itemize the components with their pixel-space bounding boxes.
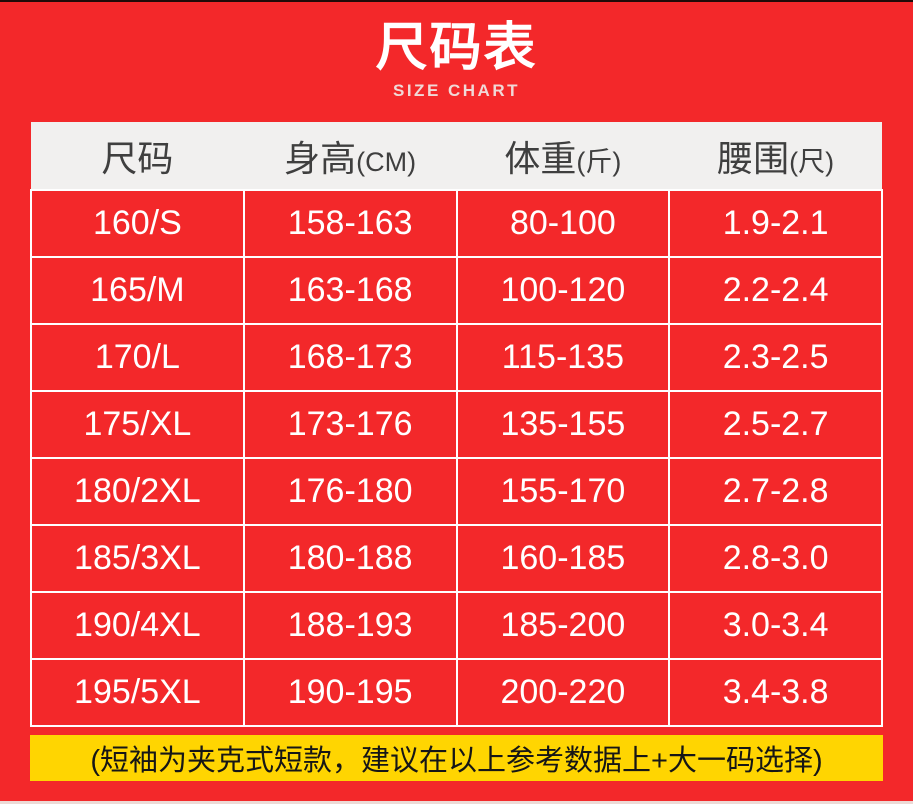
table-cell: 160/S (30, 189, 245, 258)
table-cell: 185-200 (455, 591, 671, 660)
column-label: 身高 (284, 137, 357, 179)
table-cell: 2.3-2.5 (668, 323, 883, 392)
table-cell: 190-195 (242, 658, 458, 727)
table-cell: 188-193 (242, 591, 458, 660)
table-cell: 180/2XL (30, 457, 245, 526)
table-cell: 195/5XL (30, 658, 245, 727)
table-cell: 155-170 (455, 457, 671, 526)
table-cell: 163-168 (242, 256, 458, 325)
column-header: 尺码 (31, 122, 244, 191)
size-table-body: 160/S 158-163 80-100 1.9-2.1 165/M 163-168 100… (30, 189, 883, 727)
column-unit: (斤) (576, 146, 622, 177)
table-cell: 3.0-3.4 (668, 591, 883, 660)
table-cell: 200-220 (455, 658, 671, 727)
table-cell: 160-185 (455, 524, 671, 593)
note-text: (短袖为夹克式短款，建议在以上参考数据上+大一码选择) (90, 745, 823, 777)
table-cell: 185/3XL (30, 524, 245, 593)
column-unit: (尺) (789, 146, 835, 177)
table-row: 175/XL 173-176 135-155 2.5-2.7 (30, 390, 883, 459)
table-row: 170/L 168-173 115-135 2.3-2.5 (30, 323, 883, 392)
table-cell: 80-100 (455, 189, 671, 258)
table-cell: 2.8-3.0 (668, 524, 883, 593)
table-cell: 3.4-3.8 (668, 658, 883, 727)
table-cell: 135-155 (455, 390, 671, 459)
page-title: 尺码表 (375, 19, 538, 77)
table-cell: 170/L (30, 323, 245, 392)
table-row: 190/4XL 188-193 185-200 3.0-3.4 (30, 591, 883, 660)
column-header: 体重(斤) (456, 122, 670, 191)
table-cell: 2.5-2.7 (668, 390, 883, 459)
table-cell: 100-120 (455, 256, 671, 325)
column-header: 腰围(尺) (669, 122, 882, 191)
column-label: 腰围 (717, 137, 790, 179)
column-label: 尺码 (101, 137, 174, 179)
table-cell: 175/XL (30, 390, 245, 459)
table-row: 165/M 163-168 100-120 2.2-2.4 (30, 256, 883, 325)
table-cell: 180-188 (242, 524, 458, 593)
table-cell: 165/M (30, 256, 245, 325)
table-cell: 115-135 (455, 323, 671, 392)
table-row: 160/S 158-163 80-100 1.9-2.1 (30, 189, 883, 258)
table-cell: 190/4XL (30, 591, 245, 660)
table-cell: 176-180 (242, 457, 458, 526)
bottom-edge-strip (0, 801, 913, 804)
table-header-row: 尺码 身高(CM) 体重(斤) 腰围(尺) (31, 122, 882, 191)
table-row: 180/2XL 176-180 155-170 2.7-2.8 (30, 457, 883, 526)
note-band: (短袖为夹克式短款，建议在以上参考数据上+大一码选择) (30, 735, 883, 781)
table-row: 185/3XL 180-188 160-185 2.8-3.0 (30, 524, 883, 593)
table-cell: 2.2-2.4 (668, 256, 883, 325)
column-label: 体重 (504, 137, 577, 179)
column-unit: (CM) (356, 146, 417, 177)
table-cell: 158-163 (242, 189, 458, 258)
top-border-line (0, 0, 913, 2)
chart-title-block: 尺码表 SIZE CHART (0, 2, 913, 122)
page-subtitle: SIZE CHART (393, 81, 520, 101)
size-table: 尺码 身高(CM) 体重(斤) 腰围(尺) 160/S 158-163 80-100 1.9… (30, 122, 883, 727)
column-header: 身高(CM) (243, 122, 457, 191)
table-cell: 168-173 (242, 323, 458, 392)
table-cell: 1.9-2.1 (668, 189, 883, 258)
table-row: 195/5XL 190-195 200-220 3.4-3.8 (30, 658, 883, 727)
table-cell: 173-176 (242, 390, 458, 459)
table-cell: 2.7-2.8 (668, 457, 883, 526)
